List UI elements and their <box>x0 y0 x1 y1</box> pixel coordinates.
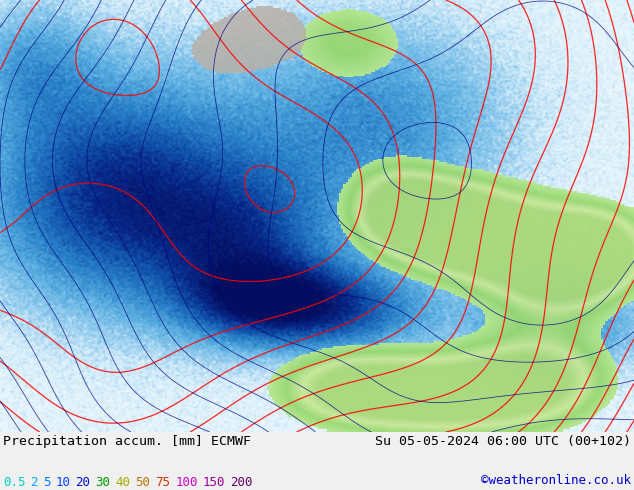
Text: Precipitation accum. [mm] ECMWF: Precipitation accum. [mm] ECMWF <box>3 435 251 448</box>
Text: 2: 2 <box>30 476 38 489</box>
Text: 10: 10 <box>56 476 70 489</box>
Text: 30: 30 <box>96 476 110 489</box>
Text: 50: 50 <box>136 476 150 489</box>
Text: Su 05-05-2024 06:00 UTC (00+102): Su 05-05-2024 06:00 UTC (00+102) <box>375 435 631 448</box>
Text: 200: 200 <box>231 476 253 489</box>
Text: 0.5: 0.5 <box>3 476 25 489</box>
Text: 100: 100 <box>176 476 198 489</box>
Text: 5: 5 <box>43 476 51 489</box>
Text: 150: 150 <box>203 476 226 489</box>
Text: 20: 20 <box>75 476 91 489</box>
Text: 75: 75 <box>155 476 171 489</box>
Text: 40: 40 <box>115 476 131 489</box>
Text: ©weatheronline.co.uk: ©weatheronline.co.uk <box>481 474 631 487</box>
